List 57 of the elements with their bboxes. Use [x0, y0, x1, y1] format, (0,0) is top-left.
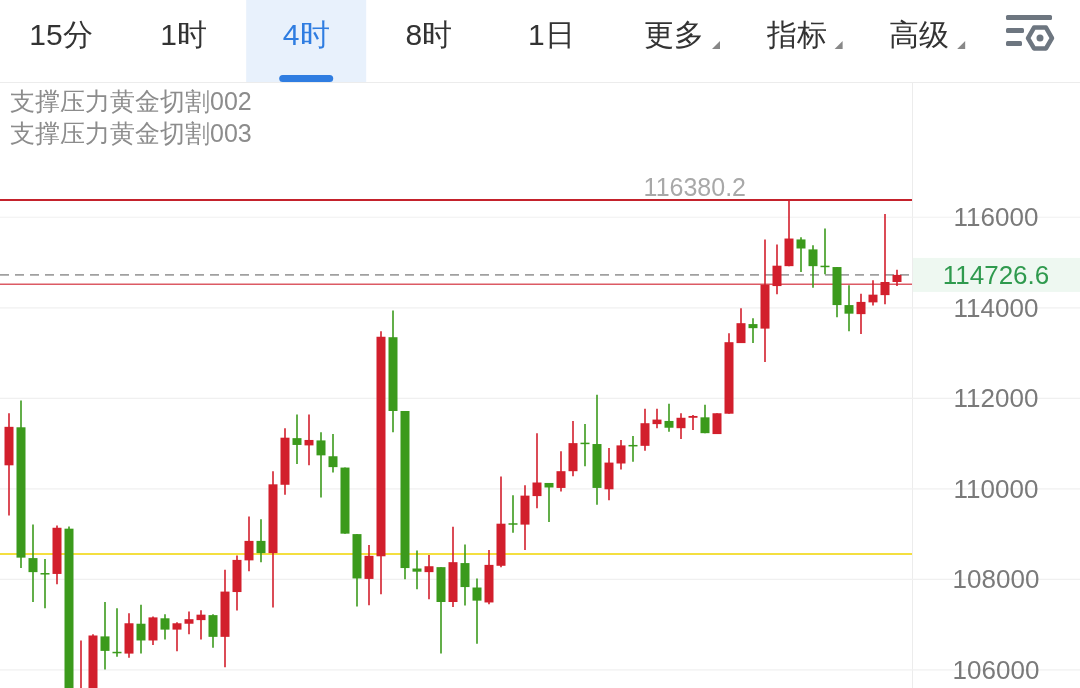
- candlestick: [148, 615, 158, 646]
- candlestick: [748, 317, 758, 344]
- y-tick-label: 106000: [952, 654, 1040, 685]
- candlestick: [184, 610, 194, 635]
- candlestick: [664, 402, 674, 433]
- candlestick: [244, 515, 254, 573]
- y-tick-label: 116000: [953, 202, 1039, 233]
- candlestick: [208, 613, 218, 649]
- candlestick: [736, 307, 746, 344]
- candlestick: [460, 543, 470, 607]
- text: 1日: [528, 17, 575, 51]
- candlestick: [688, 414, 698, 431]
- text: 8时: [405, 17, 453, 51]
- candlestick: [256, 518, 266, 563]
- text: 指标: [765, 17, 827, 51]
- candlestick: [172, 621, 182, 653]
- candlestick: [136, 603, 146, 655]
- candlestick: [292, 413, 302, 465]
- candlestick: [196, 609, 206, 641]
- candlestick: [856, 292, 866, 335]
- candlestick: [508, 494, 518, 534]
- candlestick: [772, 243, 782, 296]
- text: 15分: [29, 17, 93, 51]
- candlestick: [28, 523, 38, 603]
- candlestick: [160, 613, 170, 641]
- candlestick: [364, 544, 374, 606]
- candlestick: [328, 433, 338, 474]
- annotation: 支撑压力黄金切割002: [10, 87, 252, 115]
- y-tick-label: 114000: [953, 292, 1039, 323]
- candlestick: [304, 413, 314, 467]
- candlestick: [412, 549, 422, 591]
- candlestick: [40, 558, 50, 610]
- candlestick: [532, 432, 542, 510]
- y-tick-label: 112000: [953, 383, 1039, 414]
- candlestick: [100, 601, 110, 671]
- y-tick-label: 108000: [952, 564, 1040, 595]
- candlestick: [796, 236, 806, 273]
- text: 更多: [644, 17, 704, 51]
- candlestick: [556, 450, 566, 493]
- candlestick: [880, 213, 890, 305]
- text: 4时: [282, 17, 330, 51]
- ref-line-label: 116380.2: [643, 173, 746, 202]
- candlestick: [700, 403, 710, 434]
- text: 高级: [889, 17, 950, 51]
- candlestick: [844, 284, 854, 333]
- candlestick: [676, 412, 686, 440]
- ref-line-label: 114726.6: [942, 259, 1050, 290]
- candlestick: [640, 407, 650, 452]
- y-tick-label: 110000: [953, 473, 1039, 504]
- candlestick: [316, 431, 326, 499]
- candlestick: [868, 279, 878, 307]
- annotation: 支撑压力黄金切割003: [10, 119, 252, 147]
- candlestick: [424, 554, 434, 601]
- candlestick: [808, 244, 818, 289]
- text: 1时: [160, 17, 207, 51]
- candlestick: [472, 577, 482, 645]
- candlestick: [616, 439, 626, 471]
